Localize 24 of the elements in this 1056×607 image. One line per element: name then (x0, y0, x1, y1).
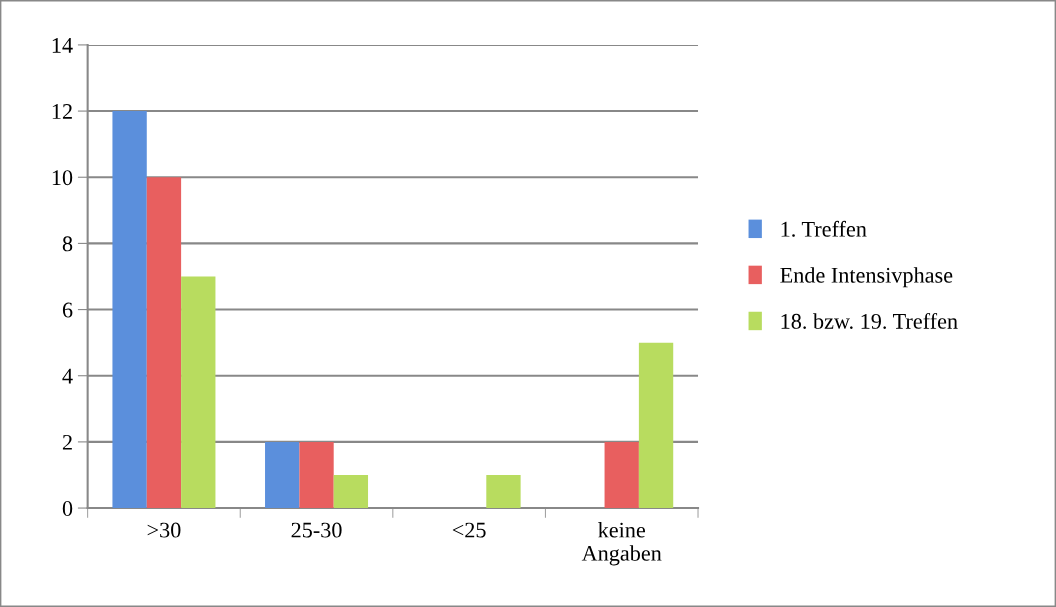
y-tick-label: 10 (52, 170, 73, 186)
bar (265, 441, 300, 509)
bar (299, 441, 334, 509)
x-tick-label: >30 (147, 522, 181, 538)
y-tick-label: 14 (52, 37, 73, 53)
x-tick-label: <25 (452, 522, 486, 538)
y-tick-label: 2 (62, 434, 72, 450)
y-tick-label: 6 (62, 302, 73, 318)
legend-label: 1. Treffen (781, 220, 867, 237)
bar (112, 111, 147, 509)
bar (638, 342, 674, 509)
y-tick-label: 8 (62, 236, 73, 252)
bar (333, 474, 369, 509)
y-tick-label: 4 (62, 368, 73, 384)
y-tick-label: 0 (62, 500, 73, 516)
legend-label: Ende Intensivphase (780, 267, 953, 288)
bar (146, 177, 182, 509)
y-tick-label: 12 (52, 104, 72, 119)
bar (181, 276, 216, 509)
legend-label: 18. bzw. 19. Treffen (781, 312, 958, 329)
bar (486, 474, 521, 509)
x-tick-label: keine Angaben (581, 521, 662, 566)
bar (604, 441, 639, 509)
x-tick-label: 25-30 (291, 522, 342, 538)
